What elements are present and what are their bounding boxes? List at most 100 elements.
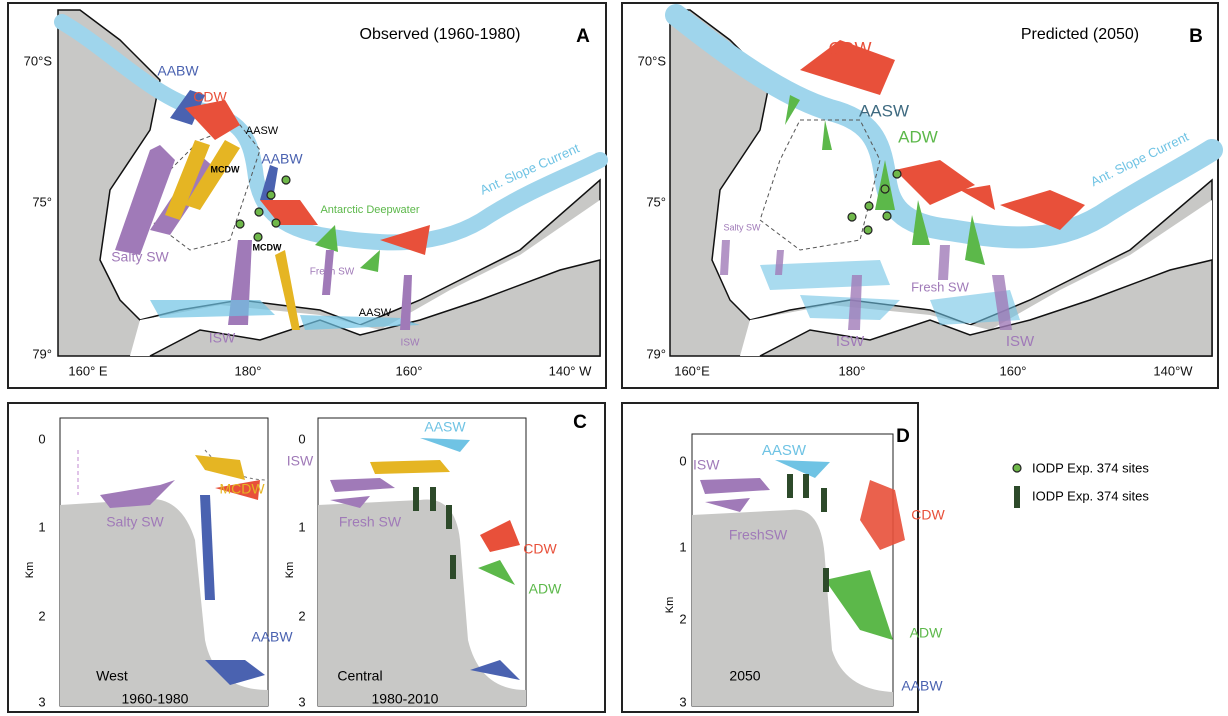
axis-label: Km (24, 562, 36, 579)
shape (430, 487, 436, 511)
lon-label: 160° (1000, 363, 1027, 378)
axis-label: Km (664, 597, 676, 614)
shape (821, 488, 827, 512)
period: 1960-1980 (122, 691, 189, 707)
annotation: Antarctic Deepwater (320, 204, 419, 216)
legend-entry: IODP Exp. 374 sites (1032, 488, 1149, 503)
shape (1014, 486, 1020, 508)
panel-label: A (576, 26, 590, 47)
shape (200, 495, 215, 600)
shape (893, 170, 901, 178)
annotation: AABW (901, 678, 943, 694)
shape (370, 460, 450, 474)
region: West (96, 668, 128, 684)
period: 1980-2010 (372, 691, 439, 707)
shape (881, 185, 889, 193)
panel-title: Predicted (2050) (1021, 26, 1139, 43)
lat-label: 75° (646, 194, 666, 209)
panel-label: B (1189, 26, 1203, 47)
lat-label: 79° (32, 346, 52, 361)
annotation: ISW (287, 453, 314, 469)
annotation: Fresh SW (911, 279, 970, 294)
shape (803, 474, 809, 498)
panel-c: C 0 1 2 3 Km MCDW Salty SW AABW West 196… (8, 403, 605, 712)
panel-d: D 0 1 2 3 Km AASW ISW FreshSW CDW ADW AA… (622, 403, 946, 712)
depth-tick: 1 (679, 539, 686, 554)
shape (254, 233, 262, 241)
period: 2050 (729, 668, 760, 684)
depth-tick: 0 (38, 431, 45, 446)
axis-label: Km (284, 562, 296, 579)
panel-b: Predicted (2050) B 70°S 75° 79° 160°E 18… (622, 3, 1218, 388)
annotation: Fresh SW (339, 514, 402, 530)
annotation: Salty SW (111, 249, 169, 265)
shape (195, 455, 245, 480)
shape (705, 498, 750, 512)
shape (825, 570, 893, 640)
annotation: CDW (193, 89, 227, 105)
depth-tick: 0 (679, 453, 686, 468)
lon-label: 180° (839, 363, 866, 378)
depth-tick: 1 (38, 519, 45, 534)
lon-label: 180° (235, 363, 262, 378)
depth-tick: 0 (298, 431, 305, 446)
shape (267, 191, 275, 199)
annotation: AABW (251, 629, 293, 645)
annotation: AABW (261, 151, 303, 167)
legend: IODP Exp. 374 sites IODP Exp. 374 sites (1013, 460, 1149, 508)
lon-label: 140° W (549, 363, 593, 378)
shape (150, 300, 275, 318)
shape (883, 212, 891, 220)
depth-tick: 2 (679, 611, 686, 626)
depth-tick: 2 (298, 608, 305, 623)
region: Central (337, 668, 382, 684)
shape (700, 478, 770, 494)
shape (450, 555, 456, 579)
annotation: AABW (157, 63, 199, 79)
lat-label: 70°S (24, 53, 53, 68)
shape (282, 176, 290, 184)
shape (938, 245, 950, 280)
annotation: Salty SW (723, 222, 761, 232)
shape (864, 226, 872, 234)
annotation: FreshSW (729, 527, 788, 543)
annotation: MCDW (211, 164, 240, 174)
depth-tick: 3 (298, 694, 305, 709)
shape (848, 213, 856, 221)
shape (860, 480, 905, 550)
annotation: AASW (359, 307, 392, 319)
figure: Observed (1960-1980) A 70°S 75° 79° 160°… (0, 0, 1228, 716)
lon-label: 160° E (68, 363, 108, 378)
annotation: ADW (910, 625, 943, 641)
annotation: ADW (529, 581, 562, 597)
lat-label: 79° (646, 346, 666, 361)
annotation: CDW (911, 507, 945, 523)
shape (255, 208, 263, 216)
lat-label: 70°S (638, 53, 667, 68)
lat-label: 75° (32, 194, 52, 209)
panel-a: Observed (1960-1980) A 70°S 75° 79° 160°… (8, 3, 606, 388)
depth-tick: 3 (38, 694, 45, 709)
annotation: ISW (401, 338, 420, 349)
annotation: AASW (762, 442, 807, 459)
shape (480, 520, 520, 552)
lon-label: 160°E (674, 363, 710, 378)
depth-tick: 2 (38, 608, 45, 623)
panel-label: D (896, 426, 910, 447)
annotation: ISW (209, 330, 236, 346)
annotation: Fresh SW (310, 267, 355, 278)
lon-label: 160° (396, 363, 423, 378)
shape (236, 220, 244, 228)
shape (413, 487, 419, 511)
annotation: Salty SW (106, 514, 164, 530)
shape (330, 478, 395, 492)
shape (420, 438, 470, 452)
annotation: ISW (693, 457, 720, 473)
shape (272, 219, 280, 227)
annotation: CDW (829, 39, 872, 59)
legend-entry: IODP Exp. 374 sites (1032, 460, 1149, 475)
annotation: MCDW (219, 481, 265, 497)
shape (823, 568, 829, 592)
shape (865, 202, 873, 210)
annotation: ADW (898, 127, 938, 146)
